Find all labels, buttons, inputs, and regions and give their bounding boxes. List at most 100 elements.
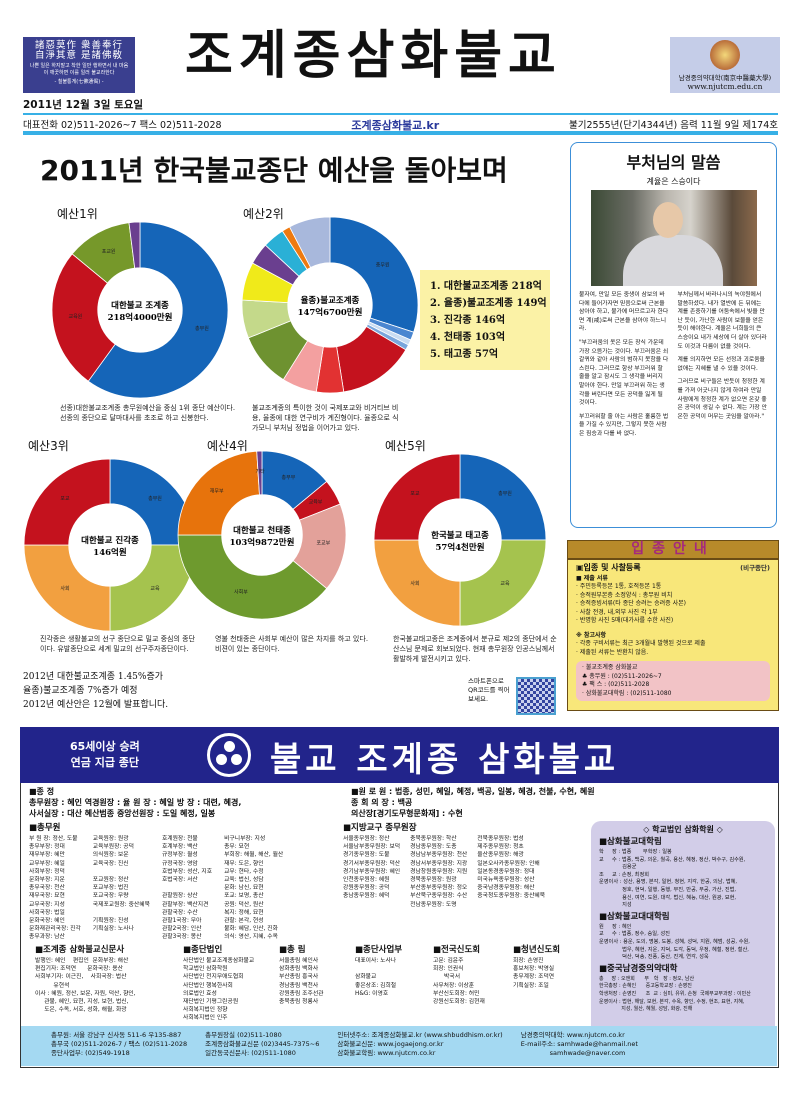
section-title: ■삼화불교대대학림 xyxy=(599,911,670,922)
donut-slice xyxy=(289,216,331,269)
directory-entry: 제주종무원장: 청초 xyxy=(477,844,524,851)
chongrim-list: 서울총림 혜인사 삼화총림 백화사 부산총림 흥국사 경남총림 백천사 강원총림 조주선… xyxy=(279,957,324,1006)
directory-entry: 재무: 도은, 향인 xyxy=(224,860,264,867)
donut-slice xyxy=(373,453,461,541)
list-line: 한국총장 : 손혜인 중고등학교장 : 손영진 xyxy=(599,983,692,990)
directory-entry: 관할2국장: 인산 xyxy=(161,926,202,933)
top5-item: 2. 율종)불교조계종 149억 xyxy=(430,298,547,309)
divider xyxy=(23,113,778,115)
section-title: ■중국남경중의약대학 xyxy=(599,963,678,974)
list-line: · 제출된 서류는 반환치 않음. xyxy=(576,648,649,656)
list-line: ♣ 팩 스 : (02)511-2028 xyxy=(582,681,650,688)
chart-caption: 진각종은 생활불교의 선구 종단으로 밀교 중심의 종단이다. 유발종단으로 세… xyxy=(40,635,196,653)
school-box: ◇ 학교법인 삼화학원 ◇ ■삼화불교대학림 학 장 : 법종 부학장 : 일봉… xyxy=(591,821,775,1026)
corp-list: 사단법인 불교조계종삼화불교 학교법인 삼화학원 사단법인 천지무애도협회 사단법인 … xyxy=(183,957,254,1023)
directory-entry: 총무부장: 정대 xyxy=(29,844,65,851)
list-line: 조계종삼화불교신문 (02)3445-7375~6 xyxy=(205,1040,320,1048)
directory-entry: 교육원장: 원광 xyxy=(92,836,129,842)
directory-entry: 인천종무원장: 혜원 xyxy=(343,877,390,884)
directory-entry: 호법국장: 서산 xyxy=(161,877,198,884)
donut-center-label: 대한불교 진각종 xyxy=(81,535,139,546)
motto-hanja-2: 自淨其意 是諸佛敎 xyxy=(34,50,124,61)
directory-entry: 의식원장: 보운 xyxy=(92,852,129,859)
list-line: 운영이사 : 용운, 도의, 명봉, 도봉, 성혜, 성덕, 지원, 혜범, 성… xyxy=(599,938,750,945)
list-line: 기획실장: 조일 xyxy=(513,982,549,989)
footer-col[interactable]: 인터넷주소: 조계종삼화불교.kr (www.shbuddhism.or.kr)… xyxy=(337,1031,502,1063)
directory-entry xyxy=(93,909,150,917)
rank-label: 예산5위 xyxy=(385,439,426,453)
qr-section: 스마트폰으로 QR코드를 찍어 보세요. xyxy=(468,677,558,717)
university-name: 남경중의약대학(南京中醫藥大學) xyxy=(678,74,772,82)
qr-code-icon[interactable] xyxy=(516,677,556,715)
admission-box: ▣입종 및 사찰등록 (비구종단) ■ 제출 서류 · 주민등록등본 1통, 호적… xyxy=(567,559,779,711)
jongjeong-list: 총무원장 : 혜인 역경원장 : 율 원 장 : 혜일 방 장 : 대련, 혜경… xyxy=(29,797,344,819)
donut-center-label: 율종)불교조계종 xyxy=(301,295,360,306)
directory-entry: 울산종무원장: 해광 xyxy=(477,852,524,859)
footer-contacts: 총무원: 서울 강남구 신사동 511-6 우135-887 총무국 (02)51… xyxy=(21,1026,777,1066)
list-line: 총무국 (02)511-2026-7 / 팩스 (02)511-2028 xyxy=(51,1040,188,1048)
list-line: 사단법인 행복한사회 xyxy=(183,982,233,989)
slice-label: 재무부 xyxy=(210,487,224,494)
rank-label: 예산2위 xyxy=(243,207,284,221)
list-line: 사단법인 천지무애도협회 xyxy=(183,974,244,981)
three-circle-seal-icon xyxy=(207,733,251,777)
list-line: 학 장 : 법종 부학장 : 일봉 xyxy=(599,849,672,855)
directory-entry: 공원: 덕산, 원산 xyxy=(224,901,264,908)
list-line: 삼화총림 백화사 xyxy=(279,966,319,973)
donut-slice xyxy=(459,453,547,541)
directory-entry: 포교: 보명, 총산 xyxy=(224,893,264,900)
list-line: 충북총림 청룡사 xyxy=(279,999,319,1006)
school1-list: 학 장 : 법종 부학장 : 일봉 교 수 : 법종, 백공, 의운, 월곡, 용… xyxy=(599,849,767,910)
list-line: 삼화불교학림: www.njutcm.co.kr xyxy=(337,1049,436,1057)
slice-label: 포교원 xyxy=(102,248,116,255)
slice-label: 교육 xyxy=(500,581,510,587)
list-line: 교 수 : 법종, 백공, 의운, 월곡, 용산, 혜정, 정산, 박수구, 김… xyxy=(599,856,746,863)
site-link[interactable]: 조계종삼화불교.kr xyxy=(351,119,440,132)
directory-entry: 총무국장: 천산 xyxy=(29,885,65,892)
chart-caption: 불교조계종의 특이한 것이 국제포교와 비거티브 비용, 율종에 대한 연구비가… xyxy=(252,404,399,432)
directory-entry xyxy=(93,868,150,876)
section-title: ■총무원 xyxy=(29,823,61,833)
motto-box: 諸惡莫作 衆善奉行 自淨其意 是諸佛敎 나쁜 일은 하지말고 착한 일만 행하면… xyxy=(23,37,135,93)
footer-col[interactable]: 남경중의약대학: www.njutcm.co.kr E-mail주소: samhw… xyxy=(521,1031,638,1063)
directory-entry: 재무부장: 혜만 xyxy=(29,852,65,859)
section-title: ■청년신도회 xyxy=(513,945,561,955)
directory-entry: 사회국장: 법일 xyxy=(29,909,65,916)
list-line: 홍보처장: 박영실 xyxy=(513,966,555,973)
list-line: 김용균 xyxy=(599,864,637,871)
section-title: ■지방교구 종무원장 xyxy=(343,823,417,833)
university-url[interactable]: www.njutcm.edu.cn xyxy=(687,82,763,91)
column-right: 부처님께서 바라나시의 녹야원에서 말씀하셨다. 내가 열반에 든 뒤에는 계를… xyxy=(678,291,769,444)
list-line: 부산신도회장: 허민 xyxy=(433,990,480,997)
rank-label: 예산4위 xyxy=(207,439,248,453)
list-line: 서울총림 혜인사 xyxy=(279,958,319,964)
directory-entry: 총무과장: 남산 xyxy=(29,934,65,941)
buddha-words-box: 부처님의 말씀 계율은 스승이다 불자여, 만일 모든 중생이 삼보의 바다에 … xyxy=(570,142,777,528)
top5-item: 1. 대한불교조계종 218억 xyxy=(430,281,542,292)
directory-entry: 교육: 법신, 성담 xyxy=(224,877,264,884)
list-line: · 승적원부본층 소정양식 : 총무원 비치 xyxy=(576,591,673,599)
list-line: 학생처장 : 손영진 조 교 : 심미, 유위, 손청 국제부교무과장 : 이민… xyxy=(599,990,751,997)
directory-entry: 교육국장: 진신 xyxy=(92,860,129,867)
directory-entry: 포교국장: 무량 xyxy=(92,893,129,900)
directory-entry: 규정부장: 월성 xyxy=(161,852,198,859)
directory-entry: 전북종무원장: 법성 xyxy=(477,836,524,842)
directory-entry: 경남창원종무원장: 지원 xyxy=(410,868,468,875)
list-line: 삼화불교신문: www.jogaejong.or.kr xyxy=(337,1040,444,1048)
slice-label: 총무원 xyxy=(148,495,162,502)
donut-center-label: 146억원 xyxy=(93,547,127,558)
list-line: E-mail주소: samhwade@hanmail.net xyxy=(520,1040,638,1048)
chart-caption: 영불 천태종은 사회부 예산이 많은 차지를 하고 있다. 비젼이 있는 종단이… xyxy=(215,635,369,653)
directory-entry: 일본동경종무원장: 정대 xyxy=(477,868,535,875)
list-line: 운영이사 : 법현, 해달, 보현, 본각, 수옥, 향인, 수정, 현조, 묘… xyxy=(599,998,745,1005)
slice-label: 기타 xyxy=(255,468,265,475)
slice-label: 총무부 xyxy=(282,474,296,481)
donut-slice xyxy=(87,221,229,399)
banner-title: 불교 조계종 삼화불교 xyxy=(270,740,620,780)
paragraph: 그러므로 비구들은 반듯이 청정한 계를 가져 어긋나지 않게 하여라 만일 사… xyxy=(677,379,767,420)
school2-list: 원 장 : 혜인 교 수 : 법종, 정수, 승일, 성진 운영이사 : 용운, 도… xyxy=(599,924,767,962)
contact-row: 대표전화 02)511-2026~7 팩스 02)511-2028 조계종삼화불… xyxy=(23,117,778,133)
donut-center-label: 218억4000만원 xyxy=(108,312,173,323)
directory-entry: 경북종무원장: 원광 xyxy=(410,877,457,884)
directory-entry: 부 원 장: 정산, 도불 xyxy=(29,836,78,842)
